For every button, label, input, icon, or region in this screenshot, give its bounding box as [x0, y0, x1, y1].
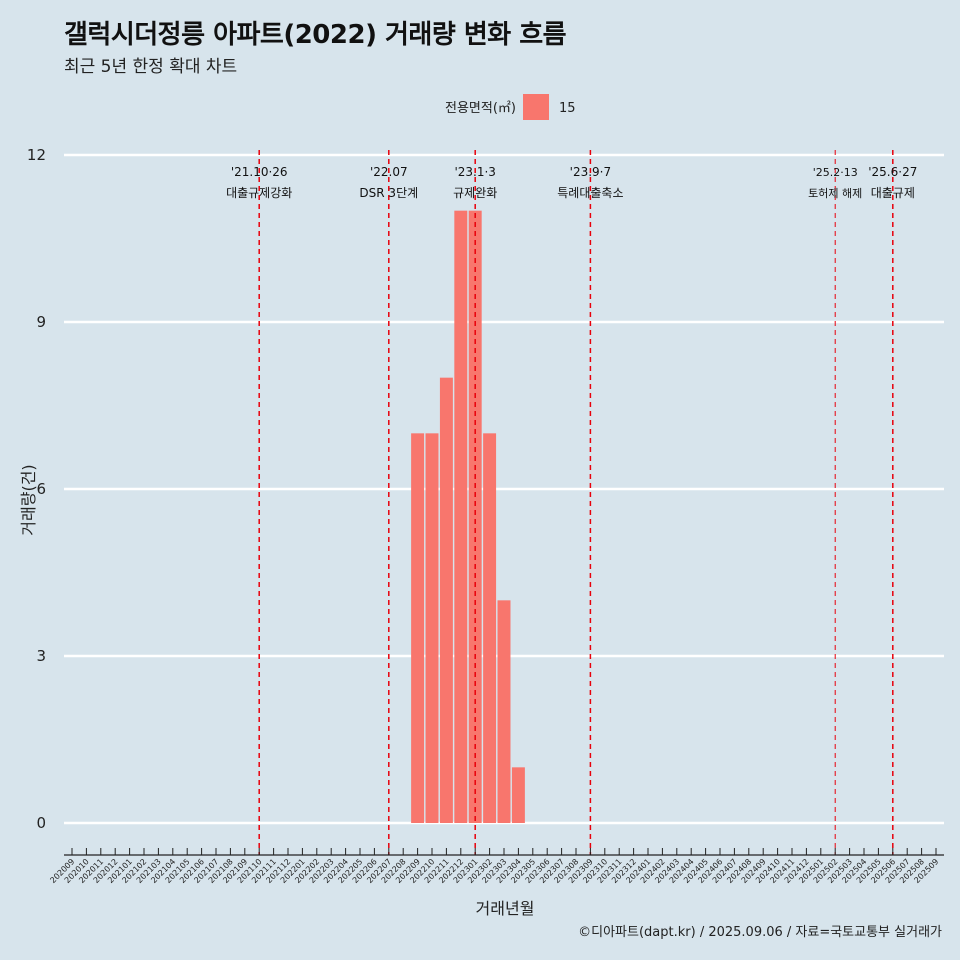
bar-202211 [439, 377, 453, 823]
y-tick-label: 0 [36, 814, 46, 832]
event-annotations: '21.10·26 대출규제강화 '22.07 DSR 3단계 '23.1·3 규제완화 '… [226, 150, 917, 855]
bar-series [411, 210, 525, 823]
event-date: '23.9·7 [570, 165, 611, 179]
legend: 전용면적(㎡) 15 [445, 94, 576, 120]
bar-202212 [454, 210, 468, 823]
event-label: DSR 3단계 [359, 186, 418, 200]
bar-202209 [411, 433, 425, 823]
y-axis-title: 거래량(건) [19, 464, 38, 535]
legend-title: 전용면적(㎡) [445, 101, 516, 116]
y-tick-label: 6 [36, 480, 46, 498]
bar-202303 [497, 600, 511, 823]
source-caption: ©디아파트(dapt.kr) / 2025.09.06 / 자료=국토교통부 실… [578, 925, 942, 940]
y-tick-label: 12 [27, 146, 46, 164]
event-label: 특례대출축소 [557, 186, 623, 200]
x-axis: 2020092020102020112020122021012021022021… [48, 848, 944, 885]
y-axis: 0 3 6 9 12 [27, 146, 46, 832]
legend-key [523, 94, 549, 120]
event-label: 규제완화 [453, 186, 497, 200]
chart-subtitle: 최근 5년 한정 확대 차트 [64, 57, 238, 77]
bar-202210 [425, 433, 439, 823]
y-tick-label: 9 [36, 313, 46, 331]
event-date: '23.1·3 [454, 165, 495, 179]
x-axis-title: 거래년월 [476, 899, 535, 918]
legend-entry-15: 15 [559, 101, 576, 116]
y-tick-label: 3 [36, 647, 46, 665]
event-date: '25.6·27 [868, 165, 917, 179]
event-label: 대출규제강화 [226, 186, 292, 200]
event-date: '25.2·13 [813, 166, 858, 179]
bar-202302 [483, 433, 497, 823]
chart-title: 갤럭시더정릉 아파트(2022) 거래량 변화 흐름 [64, 20, 567, 50]
event-label: 토허제 해제 [808, 186, 862, 200]
event-label: 대출규제 [871, 186, 915, 200]
bar-202304 [511, 767, 525, 823]
event-date: '22.07 [370, 165, 408, 179]
bar-202301 [468, 210, 482, 823]
event-date: '21.10·26 [231, 165, 288, 179]
